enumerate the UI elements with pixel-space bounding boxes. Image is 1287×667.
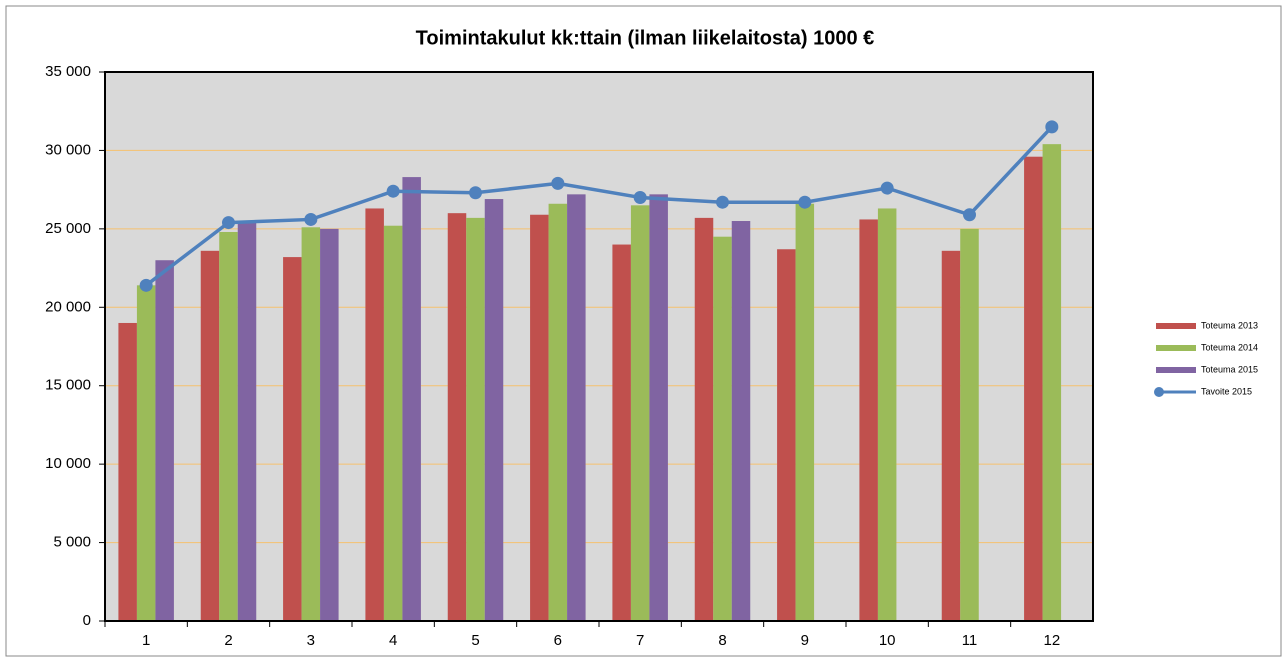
y-tick-label: 15 000	[45, 377, 91, 394]
x-tick-label: 4	[389, 632, 397, 649]
legend-label: Toteuma 2013	[1201, 320, 1258, 330]
bar	[630, 205, 650, 622]
bar	[567, 194, 586, 621]
bar	[118, 322, 137, 621]
bar	[1042, 144, 1062, 621]
x-tick-label: 3	[307, 632, 315, 649]
legend-label: Toteuma 2015	[1201, 364, 1258, 374]
line-marker	[139, 278, 153, 292]
legend-swatch	[1154, 387, 1164, 397]
bar	[713, 236, 732, 621]
y-tick-label: 5 000	[53, 534, 91, 551]
y-tick-label: 0	[83, 612, 91, 629]
line-marker	[716, 195, 729, 209]
bar	[694, 217, 714, 621]
bar	[402, 177, 421, 621]
line-marker	[469, 186, 482, 200]
x-tick-label: 6	[554, 632, 562, 649]
x-tick-label: 12	[1043, 632, 1060, 649]
bar	[320, 228, 339, 621]
x-tick-label: 7	[636, 632, 644, 649]
bar	[877, 208, 897, 622]
line	[145, 125, 1054, 287]
bar	[731, 221, 751, 621]
bar	[649, 194, 668, 621]
bar	[548, 203, 568, 621]
x-tick-label: 8	[718, 632, 726, 649]
bar	[136, 285, 156, 621]
y-tick-label: 35 000	[45, 63, 91, 80]
bar	[237, 222, 257, 621]
line-marker	[304, 212, 318, 226]
y-tick-label: 10 000	[45, 455, 91, 472]
bar	[941, 250, 961, 621]
x-tick-label: 9	[801, 632, 809, 649]
bar	[466, 217, 485, 621]
line-marker	[798, 195, 812, 209]
plot-area	[105, 72, 1093, 621]
bar	[365, 208, 384, 622]
y-tick-label: 20 000	[45, 298, 91, 315]
bar	[155, 260, 174, 621]
legend-swatch	[1156, 345, 1196, 351]
x-tick-label: 2	[224, 632, 232, 649]
line-marker	[1045, 120, 1059, 134]
line-marker	[880, 181, 894, 195]
bar	[612, 244, 631, 622]
legend-swatch	[1156, 323, 1196, 329]
legend-label: Tavoite 2015	[1201, 386, 1252, 396]
line-marker	[633, 190, 647, 204]
y-tick-label: 30 000	[45, 141, 91, 158]
x-tick-label: 11	[962, 632, 978, 649]
bar	[960, 228, 979, 621]
line-marker	[386, 184, 400, 198]
chart-title: Toimintakulut kk:ttain (ilman liikelaito…	[416, 27, 875, 49]
legend-label: Toteuma 2014	[1201, 342, 1258, 352]
bar	[484, 199, 504, 621]
x-tick-label: 5	[471, 632, 479, 649]
x-tick-label: 10	[879, 632, 896, 649]
y-tick-label: 25 000	[45, 220, 91, 237]
x-tick-label: 1	[142, 632, 150, 649]
bar	[777, 249, 796, 621]
line-marker	[551, 176, 565, 190]
bar	[795, 203, 815, 621]
bar	[301, 227, 321, 621]
line-marker	[963, 208, 976, 222]
bar	[1024, 156, 1043, 621]
bar	[447, 213, 467, 621]
bar	[283, 257, 302, 621]
legend-swatch	[1156, 367, 1196, 373]
bar	[219, 231, 238, 621]
line-marker	[222, 216, 235, 230]
bar	[859, 219, 878, 621]
bar	[530, 214, 549, 622]
bar	[200, 250, 220, 621]
bar	[383, 225, 403, 621]
